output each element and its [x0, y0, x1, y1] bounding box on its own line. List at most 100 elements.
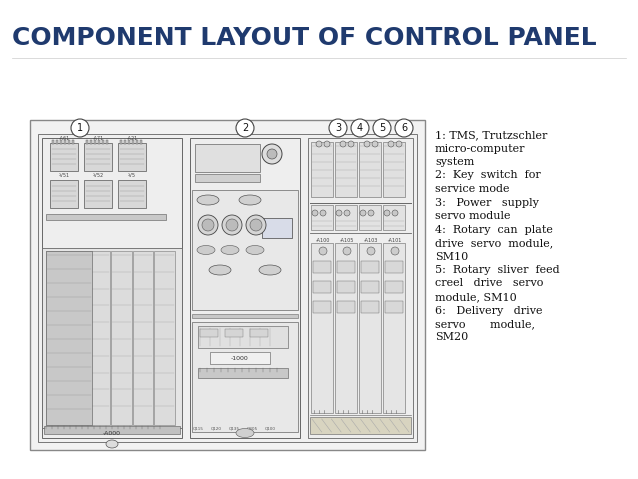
- Circle shape: [368, 210, 374, 216]
- Text: 6:   Delivery   drive: 6: Delivery drive: [435, 306, 542, 316]
- Bar: [90, 140, 92, 144]
- Bar: [311, 243, 333, 413]
- Bar: [140, 140, 142, 144]
- Circle shape: [340, 141, 346, 147]
- Bar: [200, 329, 218, 337]
- Circle shape: [267, 149, 277, 159]
- Bar: [262, 218, 292, 238]
- Bar: [118, 180, 146, 208]
- Circle shape: [392, 210, 398, 216]
- Bar: [310, 417, 411, 434]
- Text: -A000: -A000: [103, 431, 121, 436]
- Bar: [46, 251, 93, 425]
- Circle shape: [329, 119, 347, 137]
- Bar: [337, 301, 355, 313]
- Circle shape: [312, 210, 318, 216]
- Polygon shape: [226, 235, 238, 243]
- Bar: [385, 281, 403, 293]
- Bar: [38, 134, 417, 442]
- Bar: [133, 251, 153, 425]
- Text: SM20: SM20: [435, 332, 468, 342]
- Text: SM10: SM10: [435, 251, 468, 262]
- Bar: [190, 138, 300, 438]
- Bar: [361, 261, 379, 273]
- Text: Q805: Q805: [246, 426, 258, 430]
- Text: -V51: -V51: [59, 173, 70, 178]
- Circle shape: [395, 119, 413, 137]
- Circle shape: [388, 141, 394, 147]
- Bar: [128, 140, 130, 144]
- Bar: [192, 314, 298, 318]
- Text: COMPONENT LAYOUT OF CONTROL PANEL: COMPONENT LAYOUT OF CONTROL PANEL: [12, 26, 597, 50]
- Bar: [383, 142, 405, 197]
- Text: module, SM10: module, SM10: [435, 292, 517, 302]
- Bar: [136, 140, 138, 144]
- Circle shape: [226, 219, 238, 231]
- Bar: [195, 144, 260, 172]
- Bar: [102, 140, 104, 144]
- Text: 2: 2: [242, 123, 248, 133]
- Bar: [60, 140, 62, 144]
- Bar: [86, 140, 88, 144]
- Bar: [225, 329, 243, 337]
- Circle shape: [246, 215, 266, 235]
- Bar: [383, 205, 405, 230]
- Text: 6: 6: [401, 123, 407, 133]
- Ellipse shape: [106, 440, 118, 448]
- Bar: [383, 243, 405, 413]
- Bar: [118, 143, 146, 171]
- Bar: [30, 120, 425, 450]
- Circle shape: [396, 141, 402, 147]
- Circle shape: [336, 210, 342, 216]
- Text: -1000: -1000: [231, 355, 249, 361]
- Circle shape: [71, 119, 89, 137]
- Circle shape: [236, 119, 254, 137]
- Bar: [198, 368, 288, 378]
- Circle shape: [391, 247, 399, 255]
- Bar: [311, 205, 333, 230]
- Bar: [94, 140, 96, 144]
- Text: creel   drive   servo: creel drive servo: [435, 278, 544, 288]
- Bar: [361, 281, 379, 293]
- Bar: [52, 140, 54, 144]
- Bar: [68, 140, 70, 144]
- Bar: [106, 140, 108, 144]
- Ellipse shape: [236, 429, 254, 437]
- Circle shape: [222, 215, 242, 235]
- Text: service mode: service mode: [435, 184, 510, 194]
- Text: -A105: -A105: [340, 238, 354, 243]
- Circle shape: [320, 210, 326, 216]
- Text: drive  servo  module,: drive servo module,: [435, 238, 553, 248]
- Bar: [50, 180, 78, 208]
- Bar: [72, 140, 74, 144]
- Bar: [337, 261, 355, 273]
- Ellipse shape: [246, 246, 264, 254]
- Bar: [46, 214, 166, 220]
- Bar: [359, 243, 381, 413]
- Polygon shape: [250, 235, 262, 243]
- Text: Q135: Q135: [228, 426, 239, 430]
- Bar: [42, 248, 182, 428]
- Text: 2:  Key  switch  for: 2: Key switch for: [435, 171, 541, 181]
- Text: 4: 4: [357, 123, 363, 133]
- Bar: [198, 326, 288, 348]
- Bar: [192, 190, 298, 310]
- Text: 3:   Power   supply: 3: Power supply: [435, 197, 539, 207]
- Bar: [192, 322, 298, 432]
- Bar: [359, 142, 381, 197]
- Text: Q120: Q120: [211, 426, 221, 430]
- Text: 1: 1: [77, 123, 83, 133]
- Bar: [84, 143, 112, 171]
- Text: -A103: -A103: [364, 238, 378, 243]
- Text: 5:  Rotary  sliver  feed: 5: Rotary sliver feed: [435, 265, 560, 275]
- FancyBboxPatch shape: [50, 224, 154, 242]
- Bar: [313, 261, 331, 273]
- Bar: [361, 301, 379, 313]
- Circle shape: [319, 247, 327, 255]
- Text: Q100: Q100: [265, 426, 276, 430]
- Text: -A61: -A61: [58, 136, 70, 141]
- Circle shape: [372, 141, 378, 147]
- Text: system: system: [435, 157, 475, 167]
- Bar: [84, 180, 112, 208]
- Circle shape: [343, 247, 351, 255]
